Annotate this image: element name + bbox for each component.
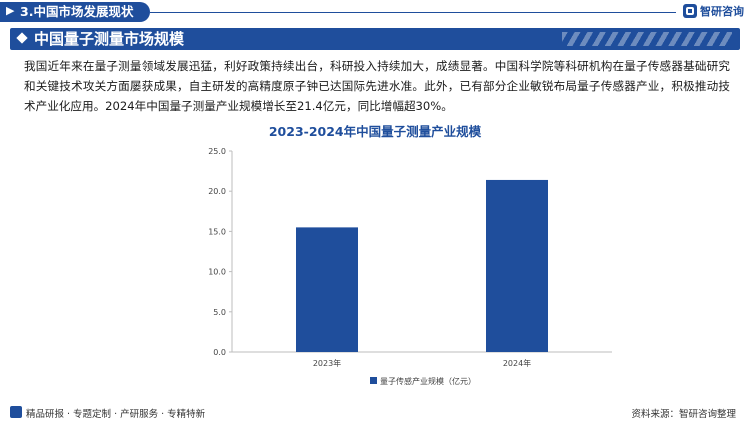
top-header: ▶ 3.中国市场发展现状 智研咨询: [0, 0, 750, 24]
bar-chart: 0.0 5.0 10.0 15.0 20.0 25.0 2023年 2024年量子传感产业规模…: [208, 147, 612, 386]
decorative-stripes: [562, 32, 732, 46]
y-tick-label: 15.0: [208, 227, 226, 236]
footer: 精品研报 · 专题定制 · 产研服务 · 专精特新 资料来源：智研咨询整理: [0, 404, 750, 422]
x-tick-label: 2023年: [313, 358, 341, 368]
title-bar: 中国量子测量市场规模: [10, 28, 740, 50]
brand-logo-icon: [683, 4, 697, 18]
chevron-right-icon: ▶: [6, 4, 15, 17]
page-title: 中国量子测量市场规模: [34, 30, 185, 48]
header-divider: [150, 12, 676, 13]
y-tick-label: 25.0: [208, 147, 226, 156]
x-tick-label: 2024年: [503, 358, 531, 368]
y-tick-label: 0.0: [213, 348, 226, 357]
legend-label: 量子传感产业规模（亿元）: [380, 376, 476, 386]
brand-name: 智研咨询: [700, 5, 744, 18]
section-chip: ▶ 3.中国市场发展现状: [0, 2, 150, 22]
y-tick-label: 10.0: [208, 268, 226, 277]
brand-logo: 智研咨询: [683, 3, 744, 19]
description-paragraph: 我国近年来在量子测量领域发展迅猛，利好政策持续出台，科研投入持续加大，成绩显著。…: [24, 59, 730, 113]
y-tick-label: 20.0: [208, 187, 226, 196]
legend-swatch: [370, 377, 377, 384]
brand-small-icon: [10, 406, 22, 418]
source-note: 资料来源：智研咨询整理: [631, 409, 736, 420]
bar: [296, 227, 358, 352]
y-tick-label: 5.0: [213, 308, 226, 317]
chart-title: 2023-2024年中国量子测量产业规模: [268, 124, 482, 139]
section-label: 3.中国市场发展现状: [20, 4, 134, 19]
bar: [486, 179, 548, 352]
footer-services: 精品研报 · 专题定制 · 产研服务 · 专精特新: [26, 409, 206, 420]
